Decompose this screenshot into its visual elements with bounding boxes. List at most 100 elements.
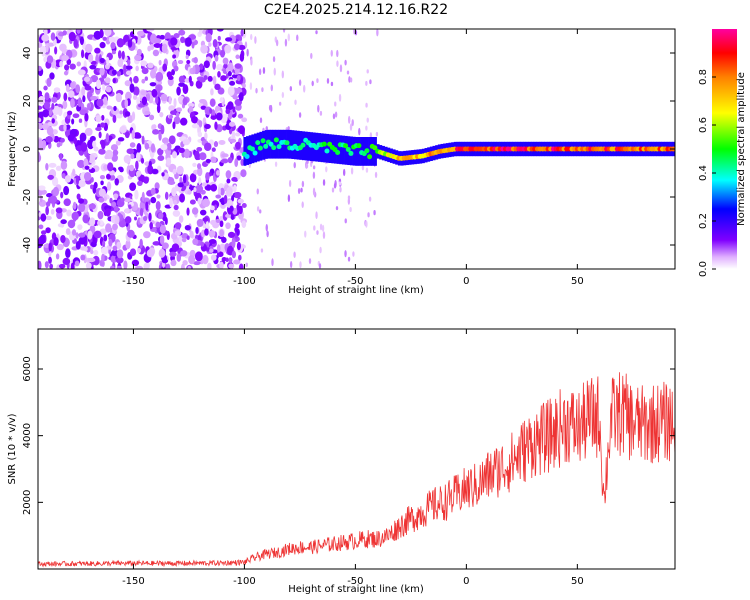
noise-speckle [189, 173, 197, 183]
noise-speckle [45, 201, 51, 207]
ridge-halo [317, 133, 321, 162]
noise-speckle [136, 142, 142, 153]
noise-speckle [63, 198, 71, 207]
noise-speckle [261, 87, 264, 93]
noise-speckle [135, 134, 142, 139]
noise-speckle [256, 188, 259, 195]
noise-speckle [136, 247, 142, 253]
noise-speckle [204, 132, 208, 140]
noise-speckle [124, 208, 130, 214]
noise-speckle [178, 29, 186, 36]
noise-speckle [108, 36, 116, 43]
noise-speckle [85, 262, 92, 269]
noise-speckle [47, 42, 55, 47]
noise-speckle [313, 225, 316, 231]
noise-speckle [153, 43, 162, 48]
noise-speckle [125, 70, 132, 76]
noise-speckle [245, 262, 248, 268]
ridge-cell [276, 144, 282, 150]
noise-speckle [106, 173, 111, 180]
y-tick-label: 0 [22, 146, 33, 152]
noise-speckle [103, 96, 108, 106]
noise-speckle [208, 42, 212, 47]
noise-speckle [66, 209, 72, 217]
noise-speckle [342, 168, 346, 177]
noise-speckle [85, 127, 93, 137]
noise-speckle [374, 171, 378, 178]
ridge-halo [243, 137, 247, 166]
noise-speckle [272, 56, 276, 63]
noise-speckle [228, 263, 235, 269]
noise-speckle [106, 181, 112, 191]
noise-speckle [210, 254, 217, 261]
noise-speckle [228, 121, 236, 127]
noise-speckle [167, 180, 176, 185]
noise-speckle [203, 142, 212, 152]
noise-speckle [127, 39, 133, 48]
noise-speckle [367, 212, 370, 218]
noise-speckle [375, 131, 379, 137]
noise-speckle [304, 230, 307, 238]
noise-speckle [198, 177, 202, 185]
noise-speckle [136, 48, 142, 56]
noise-speckle [115, 140, 121, 146]
noise-speckle [229, 80, 236, 86]
noise-speckle [231, 239, 236, 248]
noise-speckle [169, 197, 173, 208]
noise-speckle [57, 223, 64, 228]
noise-speckle [79, 36, 84, 46]
noise-speckle [152, 124, 157, 130]
noise-speckle [198, 120, 203, 128]
noise-speckle [232, 94, 239, 100]
noise-speckle [238, 263, 244, 269]
noise-speckle [191, 41, 195, 49]
noise-speckle [53, 87, 61, 93]
noise-speckle [92, 255, 100, 266]
noise-speckle [84, 165, 90, 170]
noise-speckle [83, 246, 88, 252]
noise-speckle [182, 97, 188, 106]
noise-speckle [201, 182, 208, 187]
noise-speckle [184, 224, 191, 231]
noise-speckle [179, 117, 188, 126]
noise-speckle [186, 59, 191, 65]
noise-speckle [106, 56, 110, 66]
noise-speckle [155, 201, 161, 211]
noise-speckle [101, 114, 105, 121]
noise-speckle [89, 135, 96, 142]
noise-speckle [135, 65, 139, 72]
noise-speckle [218, 139, 226, 145]
noise-speckle [60, 160, 68, 170]
noise-speckle [278, 101, 282, 106]
noise-speckle [186, 235, 190, 240]
noise-speckle [119, 167, 124, 173]
noise-speckle [141, 191, 145, 202]
noise-speckle [229, 205, 234, 212]
noise-speckle [131, 129, 136, 140]
noise-speckle [208, 230, 216, 238]
ridge-halo [325, 133, 329, 163]
noise-speckle [220, 49, 225, 58]
noise-speckle [44, 261, 49, 269]
noise-speckle [151, 168, 159, 175]
noise-speckle [225, 108, 231, 114]
noise-speckle [124, 131, 130, 139]
x-tick-label: -150 [122, 576, 145, 587]
noise-speckle [217, 186, 221, 197]
noise-speckle [69, 63, 76, 70]
noise-speckle [100, 246, 109, 255]
noise-speckle [215, 112, 223, 121]
noise-speckle [80, 141, 88, 152]
noise-speckle [130, 153, 135, 160]
noise-speckle [141, 135, 145, 145]
noise-speckle [212, 38, 218, 48]
noise-speckle [233, 43, 240, 51]
noise-speckle [260, 248, 264, 253]
noise-speckle [350, 167, 354, 175]
noise-speckle [55, 165, 62, 171]
noise-speckle [236, 204, 240, 211]
noise-speckle [294, 99, 297, 105]
noise-speckle [165, 157, 172, 166]
ridge-cell [244, 154, 250, 160]
x-tick-label: -50 [347, 576, 363, 587]
